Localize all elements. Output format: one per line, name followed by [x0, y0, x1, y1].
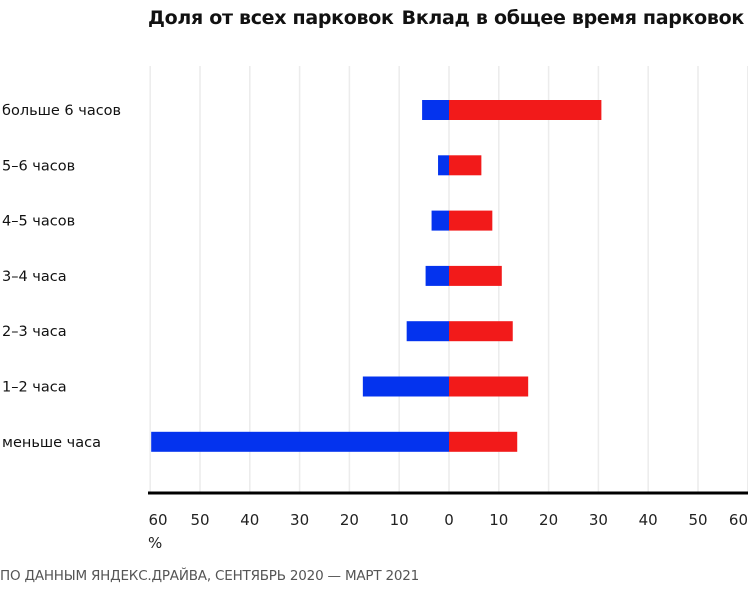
- category-label: больше 6 часов: [2, 103, 121, 119]
- category-label: 4–5 часов: [2, 214, 75, 230]
- x-tick-label-left: 10: [390, 511, 409, 529]
- bar-left-share: [425, 265, 449, 286]
- x-tick-label-left: 30: [290, 511, 309, 529]
- category-label: 2–3 часа: [2, 324, 67, 340]
- bar-right-contribution: [449, 210, 493, 231]
- x-tick-label-right: 20: [539, 511, 558, 529]
- x-tick-label-right: 40: [639, 511, 658, 529]
- bar-left-share: [438, 155, 449, 176]
- category-label: меньше часа: [2, 435, 101, 451]
- bar-right-contribution: [449, 265, 502, 286]
- bar-left-share: [431, 210, 449, 231]
- x-tick-label-right: 10: [489, 511, 508, 529]
- bar-right-contribution: [449, 155, 482, 176]
- right-title: Вклад в общее время парковок: [401, 7, 745, 29]
- bar-left-share: [362, 376, 449, 397]
- left-title: Доля от всех парковок: [148, 7, 394, 29]
- x-tick-label-right: 50: [688, 511, 707, 529]
- bar-right-contribution: [449, 431, 518, 452]
- source-footnote: ПО ДАННЫМ ЯНДЕКС.ДРАЙВА, СЕНТЯБРЬ 2020 —…: [0, 568, 420, 584]
- x-tick-label-right: 30: [589, 511, 608, 529]
- x-tick-label-left: 60: [148, 511, 167, 529]
- x-tick-label-left: 20: [340, 511, 359, 529]
- unit-label: %: [148, 534, 162, 552]
- bar-left-share: [151, 431, 450, 452]
- x-tick-label-left: 50: [190, 511, 209, 529]
- x-tick-label-left: 40: [240, 511, 259, 529]
- bar-right-contribution: [449, 100, 602, 120]
- category-label: 5–6 часов: [2, 158, 75, 174]
- bar-left-share: [406, 321, 449, 342]
- bar-left-share: [422, 100, 449, 120]
- bar-right-contribution: [449, 321, 513, 342]
- category-label: 3–4 часа: [2, 269, 67, 285]
- bar-right-contribution: [449, 376, 529, 397]
- x-tick-label-right: 0: [444, 511, 454, 529]
- x-tick-label-right: 60: [729, 511, 748, 529]
- category-label: 1–2 часа: [2, 380, 67, 396]
